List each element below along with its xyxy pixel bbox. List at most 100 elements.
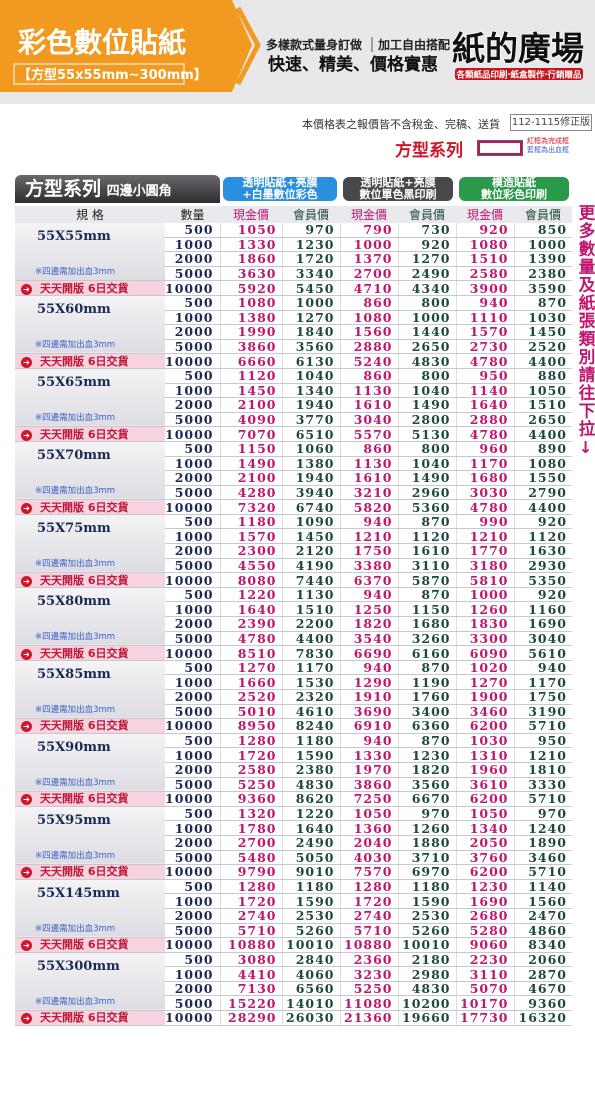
price: 920 xyxy=(455,223,515,238)
price: 6660 xyxy=(219,353,283,369)
price: 26030 xyxy=(281,1010,341,1026)
delivery-cell: ➔ 天天開版 6日交貨 xyxy=(15,645,165,661)
column-header: 會員價 xyxy=(409,208,446,222)
price: 3540 xyxy=(339,631,399,647)
price: 3180 xyxy=(455,558,515,574)
price: 1270 xyxy=(397,251,457,267)
price-row: 1000 1380 1270 1080 1000 1110 1030 xyxy=(15,310,573,326)
price: 2530 xyxy=(397,908,457,924)
price-row: 1000 1780 1640 1360 1260 1340 1240 xyxy=(15,820,573,836)
price: 960 xyxy=(455,441,515,457)
price-row: 5000 5250 4830 3860 3560 3610 3330 xyxy=(15,777,573,793)
price: 1590 xyxy=(281,893,341,909)
price: 2230 xyxy=(455,952,515,968)
price-row: 5000 15220 14010 11080 10200 10170 9360 xyxy=(15,995,573,1012)
price: 1560 xyxy=(339,324,399,340)
price: 1060 xyxy=(281,441,341,457)
price: 1080 xyxy=(219,295,283,311)
price: 2380 xyxy=(513,266,573,282)
price: 870 xyxy=(397,733,457,749)
price: 2120 xyxy=(281,543,341,559)
price-row: 5000 4550 4190 3380 3110 3180 2930 xyxy=(15,558,573,574)
quantity: 2000 xyxy=(165,616,221,632)
price-row: 5000 4780 4400 3540 3260 3300 3040 xyxy=(15,631,573,647)
price: 1320 xyxy=(219,806,283,822)
price: 8510 xyxy=(219,645,283,661)
price: 1780 xyxy=(219,820,283,836)
delivery-cell: ➔ 天天開版 6日交貨 xyxy=(15,718,165,734)
quantity: 2000 xyxy=(165,835,221,851)
price: 3590 xyxy=(513,280,573,296)
price: 880 xyxy=(513,368,573,384)
price: 1280 xyxy=(339,879,399,895)
price: 28290 xyxy=(219,1010,283,1026)
price-row: 5000 3630 3340 2700 2490 2580 2380 xyxy=(15,266,573,282)
price-row: ➔ 天天開版 6日交貨 10000 10880 10010 10880 10010 9060 8… xyxy=(15,937,573,953)
price: 6690 xyxy=(339,645,399,661)
price: 1120 xyxy=(397,528,457,545)
price: 730 xyxy=(397,223,457,238)
size-note: ※四邊需加出血3mm xyxy=(35,486,116,497)
price: 940 xyxy=(339,514,399,530)
column-header: 現金價 xyxy=(351,208,388,222)
price: 1120 xyxy=(219,368,283,384)
price: 10010 xyxy=(397,937,457,953)
price-row: 55X75mm ※四邊需加出血3mm 500 1180 1090 940 870 990 920 xyxy=(15,514,573,574)
price: 1610 xyxy=(397,543,457,559)
price: 6160 xyxy=(397,645,457,661)
price: 1390 xyxy=(513,251,573,267)
quantity: 5000 xyxy=(165,412,221,428)
size-label: 55X55mm xyxy=(37,229,111,244)
quantity: 2000 xyxy=(165,689,221,705)
price-row: 5000 5480 5050 4030 3710 3760 3460 xyxy=(15,850,573,866)
price: 950 xyxy=(513,733,573,749)
price: 990 xyxy=(455,514,515,530)
quantity: 1000 xyxy=(165,456,221,472)
price: 1250 xyxy=(339,601,399,618)
price: 9010 xyxy=(281,864,341,880)
size-label: 55X145mm xyxy=(37,885,120,901)
price: 9360 xyxy=(513,995,573,1012)
price: 870 xyxy=(513,295,573,311)
price-row: 55X80mm ※四邊需加出血3mm 500 1220 1130 940 870 1000 92… xyxy=(15,587,573,647)
size-cell: 55X55mm ※四邊需加出血3mm xyxy=(15,223,165,282)
price: 3230 xyxy=(339,966,399,982)
price: 1270 xyxy=(219,660,283,676)
price: 890 xyxy=(513,441,573,457)
column-header: 規 格 xyxy=(76,208,104,222)
quantity: 5000 xyxy=(165,558,221,574)
price: 2700 xyxy=(339,266,399,282)
price: 2520 xyxy=(219,689,283,705)
price-row: ➔ 天天開版 6日交貨 10000 7320 6740 5820 5360 4780 4400 xyxy=(15,499,573,515)
price: 5710 xyxy=(339,923,399,939)
title: 彩色數位貼紙 xyxy=(18,26,186,59)
price: 4400 xyxy=(513,353,573,369)
price: 1760 xyxy=(397,689,457,705)
delivery-text: 天天開版 6日交貨 xyxy=(40,865,129,879)
price: 7320 xyxy=(219,499,283,515)
price: 2680 xyxy=(455,908,515,924)
price: 2200 xyxy=(281,616,341,632)
price-row: 5000 4280 3940 3210 2960 3030 2790 xyxy=(15,485,573,501)
price: 1550 xyxy=(513,470,573,486)
price: 1120 xyxy=(513,528,573,545)
size-note: ※四邊需加出血3mm xyxy=(35,559,116,570)
delivery-text: 天天開版 6日交貨 xyxy=(40,938,129,952)
price: 5810 xyxy=(455,572,515,588)
price: 970 xyxy=(513,806,573,822)
price: 2740 xyxy=(219,908,283,924)
price: 870 xyxy=(397,660,457,676)
price: 3080 xyxy=(219,952,283,968)
arrow-icon: ➔ xyxy=(21,721,32,733)
price: 5870 xyxy=(397,572,457,588)
price: 1490 xyxy=(219,456,283,472)
group-header: 透明貼紙+亮膜 +白墨數位彩色 xyxy=(223,177,338,201)
price: 1370 xyxy=(339,251,399,267)
quantity: 1000 xyxy=(165,528,221,545)
arrow-icon: ➔ xyxy=(21,1013,32,1025)
price-row: 2000 2520 2320 1910 1760 1900 1750 xyxy=(15,689,573,705)
arrow-icon: ➔ xyxy=(21,867,32,879)
price: 1170 xyxy=(513,674,573,690)
price: 790 xyxy=(339,223,399,238)
